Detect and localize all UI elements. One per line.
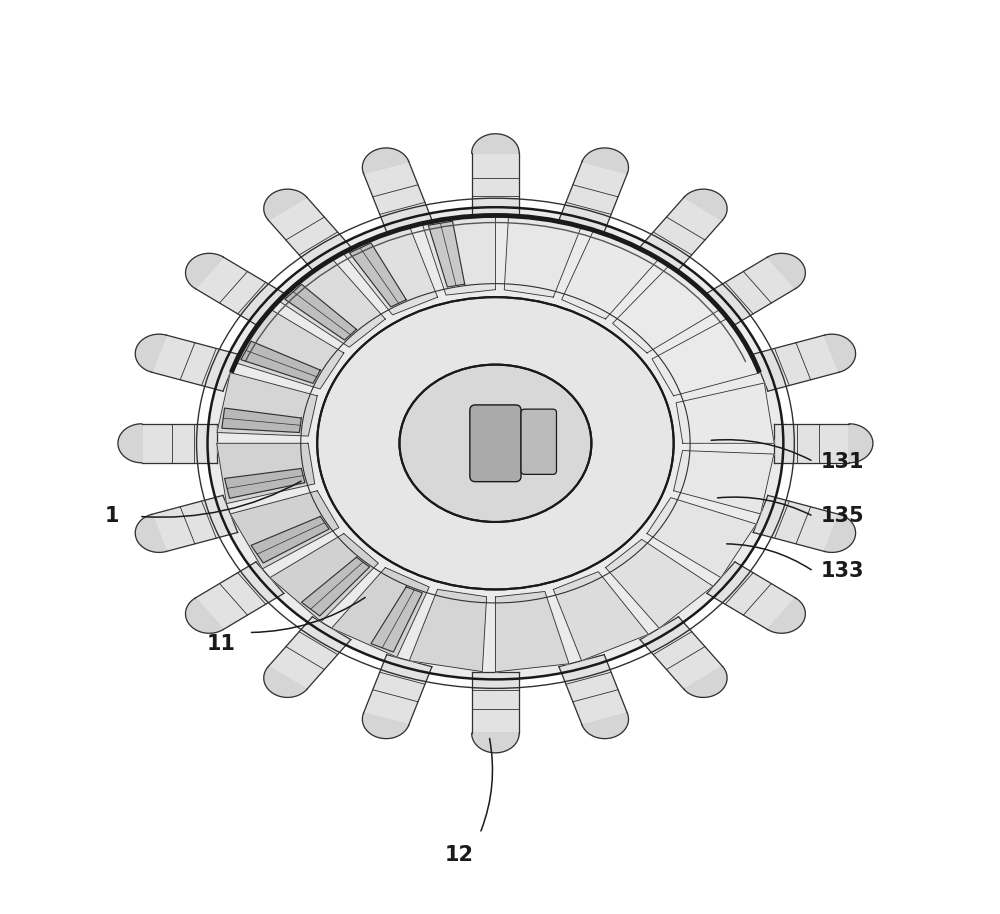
Polygon shape — [186, 253, 223, 289]
Polygon shape — [606, 539, 713, 628]
Polygon shape — [349, 243, 406, 307]
Polygon shape — [707, 562, 796, 630]
Polygon shape — [559, 162, 627, 232]
Polygon shape — [472, 154, 519, 215]
Polygon shape — [652, 318, 761, 396]
Polygon shape — [264, 189, 307, 220]
Polygon shape — [364, 162, 432, 232]
Text: 133: 133 — [821, 561, 865, 581]
Polygon shape — [225, 469, 305, 498]
Polygon shape — [768, 253, 805, 289]
Polygon shape — [362, 713, 409, 739]
Polygon shape — [647, 497, 756, 578]
Polygon shape — [676, 383, 774, 443]
Polygon shape — [251, 516, 329, 563]
Polygon shape — [684, 666, 727, 697]
Polygon shape — [684, 189, 727, 220]
Polygon shape — [371, 587, 422, 652]
Polygon shape — [235, 309, 344, 389]
Polygon shape — [495, 591, 569, 672]
Polygon shape — [562, 229, 659, 319]
Polygon shape — [504, 215, 582, 297]
Text: 1: 1 — [104, 506, 119, 526]
Polygon shape — [152, 335, 238, 391]
FancyBboxPatch shape — [521, 409, 556, 474]
Ellipse shape — [317, 297, 674, 590]
Polygon shape — [409, 590, 487, 672]
FancyBboxPatch shape — [470, 405, 521, 482]
Polygon shape — [472, 133, 519, 154]
Polygon shape — [195, 257, 284, 324]
Polygon shape — [195, 562, 284, 630]
Polygon shape — [135, 515, 166, 552]
Polygon shape — [332, 568, 429, 657]
Polygon shape — [472, 733, 519, 753]
Polygon shape — [362, 148, 409, 174]
Polygon shape — [553, 571, 648, 661]
Polygon shape — [774, 424, 849, 462]
Polygon shape — [707, 257, 796, 324]
Ellipse shape — [208, 207, 783, 679]
Polygon shape — [364, 654, 432, 725]
Text: 131: 131 — [821, 452, 865, 472]
Polygon shape — [278, 259, 385, 347]
Polygon shape — [217, 443, 315, 504]
Polygon shape — [268, 617, 351, 689]
Polygon shape — [640, 617, 723, 689]
Polygon shape — [582, 713, 628, 739]
Polygon shape — [222, 409, 301, 432]
Polygon shape — [230, 491, 339, 569]
Polygon shape — [824, 335, 856, 372]
Polygon shape — [824, 515, 856, 552]
Polygon shape — [753, 495, 839, 551]
Polygon shape — [768, 598, 805, 633]
Text: 135: 135 — [821, 506, 865, 526]
Polygon shape — [152, 495, 238, 551]
Polygon shape — [241, 341, 320, 383]
Polygon shape — [753, 335, 839, 391]
Polygon shape — [270, 534, 378, 622]
Polygon shape — [217, 373, 317, 436]
Text: 12: 12 — [444, 845, 473, 865]
Polygon shape — [285, 284, 356, 340]
Polygon shape — [472, 672, 519, 733]
Polygon shape — [268, 197, 351, 270]
Polygon shape — [428, 221, 465, 287]
Text: 11: 11 — [207, 634, 236, 654]
Polygon shape — [264, 666, 307, 697]
Polygon shape — [135, 335, 166, 372]
Polygon shape — [582, 148, 628, 174]
Polygon shape — [302, 558, 370, 616]
Polygon shape — [674, 451, 774, 514]
Polygon shape — [640, 197, 723, 270]
Polygon shape — [118, 424, 142, 462]
Polygon shape — [186, 598, 223, 633]
Polygon shape — [849, 424, 873, 462]
Ellipse shape — [399, 365, 591, 522]
Polygon shape — [142, 424, 217, 462]
Polygon shape — [342, 226, 438, 315]
Polygon shape — [422, 215, 495, 295]
Polygon shape — [559, 654, 627, 725]
Polygon shape — [613, 265, 721, 353]
